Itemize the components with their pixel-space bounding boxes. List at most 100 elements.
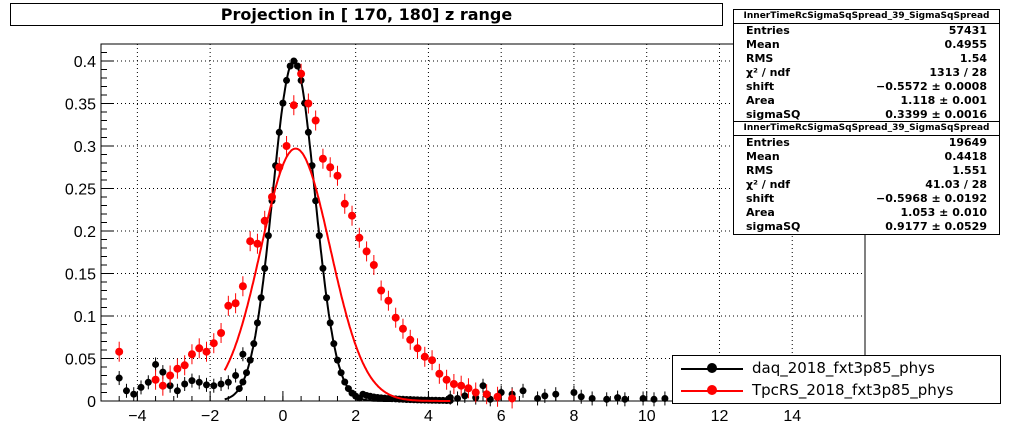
stats-value: −0.5968 ± 0.0192: [876, 192, 987, 205]
daq-point: [122, 387, 130, 395]
tpcrs-point: [311, 116, 320, 125]
tpcrs-point: [166, 371, 175, 380]
daq-point: [217, 380, 225, 388]
stats-value: 57431: [948, 24, 987, 37]
tpcrs-point: [158, 381, 167, 390]
daq-point: [195, 378, 203, 386]
stats-title: InnerTimeRcSigmaSqSpread_39_SigmaSqSprea…: [734, 122, 999, 136]
stats-row: χ² / ndf 41.03 / 28: [734, 178, 999, 192]
tpcrs-point: [464, 384, 473, 393]
daq-point: [541, 392, 549, 400]
tpcrs-point: [297, 69, 306, 78]
daq-point: [144, 378, 152, 386]
stats-value: 0.4418: [944, 150, 987, 163]
ytick-label-8: 0.4: [74, 54, 96, 71]
xtick-label-7: 10: [638, 408, 656, 425]
stats-key: Area: [746, 206, 775, 219]
stats-value: 1.118 ± 0.001: [900, 94, 987, 107]
daq-point: [166, 382, 174, 390]
tpcrs-point: [173, 364, 182, 373]
tpcrs-point: [406, 335, 415, 344]
tpcrs-point: [282, 142, 291, 150]
tpcrs-point: [457, 381, 466, 390]
legend-label-tpcrs: TpcRS_2018_fxt3p85_phys: [752, 381, 954, 399]
daq-point: [181, 380, 189, 388]
tpcrs-point: [151, 375, 160, 384]
daq-point: [650, 395, 658, 403]
legend-entry-daq: daq_2018_fxt3p85_phys: [673, 357, 1000, 379]
stats-key: Area: [746, 94, 775, 107]
daq-point: [137, 383, 145, 391]
daq-point: [224, 378, 232, 386]
stats-box-tpcrs: InnerTimeRcSigmaSqSpread_39_SigmaSqSprea…: [733, 121, 1000, 235]
stats-value: 0.4955: [944, 38, 987, 51]
tpcrs-point: [209, 339, 218, 348]
tpcrs-point: [187, 350, 196, 359]
stats-value: 41.03 / 28: [925, 178, 987, 191]
tpcrs-point: [246, 237, 255, 246]
tpcrs-point: [398, 324, 407, 333]
ytick-label-6: 0.3: [74, 139, 96, 156]
xtick-label-4: 4: [424, 408, 433, 425]
tpcrs-point: [449, 380, 458, 388]
stats-key: sigmaSQ: [746, 108, 801, 121]
daq-point: [614, 394, 622, 402]
stats-row: Area 1.053 ± 0.010: [734, 206, 999, 220]
stats-value: 19649: [948, 136, 987, 149]
daq-point: [461, 392, 469, 400]
stats-row: Entries 57431: [734, 24, 999, 38]
xtick-label-0: −4: [128, 408, 146, 425]
tick-labels: −4 −2 0 2 4 6 8 10 12 14 0 0.05 0.1 0.15 0.2 0.25 0.3 0.3…: [65, 54, 801, 425]
xtick-label-3: 2: [351, 408, 360, 425]
tpcrs-point: [318, 154, 327, 163]
daq-point: [661, 394, 669, 402]
legend-marker-tpcrs: [707, 385, 717, 395]
daq-point: [552, 390, 560, 398]
stats-value: 1.551: [952, 164, 987, 177]
tpcrs-point: [115, 347, 124, 356]
stats-key: χ² / ndf: [746, 178, 791, 191]
stats-row: Area 1.118 ± 0.001: [734, 94, 999, 108]
stats-value: 0.3399 ± 0.0016: [885, 108, 987, 121]
tpcrs-point: [348, 211, 357, 220]
tpcrs-point: [442, 375, 451, 384]
stats-row: sigmaSQ 0.9177 ± 0.0529: [734, 220, 999, 234]
xtick-label-8: 12: [711, 408, 729, 425]
tpcrs-point: [326, 163, 335, 172]
stats-key: shift: [746, 80, 775, 93]
tpcrs-point: [428, 356, 437, 365]
stats-value: 1.54: [959, 52, 987, 65]
daq-point: [479, 382, 487, 390]
daq-point: [188, 377, 196, 385]
xtick-label-2: 0: [278, 408, 287, 425]
ytick-label-1: 0.05: [65, 352, 96, 369]
daq-point: [603, 395, 611, 403]
daq-point: [203, 381, 211, 389]
tpcrs-point: [355, 233, 364, 242]
tpcrs-point: [289, 101, 298, 110]
stats-key: RMS: [746, 164, 774, 177]
stats-key: Entries: [746, 136, 790, 149]
daq-point: [519, 387, 527, 395]
daq-point: [232, 372, 240, 379]
legend-label-daq: daq_2018_fxt3p85_phys: [752, 359, 935, 377]
tpcrs-point: [195, 344, 204, 353]
tpcrs-point: [435, 369, 444, 378]
stats-box-daq: InnerTimeRcSigmaSqSpread_39_SigmaSqSprea…: [733, 9, 1000, 123]
tpcrs-point: [493, 392, 502, 401]
daq-point: [173, 387, 181, 395]
daq-point: [570, 389, 578, 396]
stats-row: RMS 1.54: [734, 52, 999, 66]
tpcrs-point: [384, 296, 393, 305]
ytick-label-4: 0.2: [74, 224, 96, 241]
tpcrs-point: [238, 282, 247, 291]
tpcrs-point: [231, 299, 240, 308]
ytick-label-7: 0.35: [65, 97, 96, 114]
stats-row: χ² / ndf 1313 / 28: [734, 66, 999, 80]
daq-point: [577, 393, 585, 401]
tpcrs-point: [391, 313, 400, 322]
daq-point: [588, 394, 596, 402]
ytick-label-3: 0.15: [65, 267, 96, 284]
tpcrs-point: [413, 344, 422, 353]
tpcrs-point: [253, 239, 262, 248]
